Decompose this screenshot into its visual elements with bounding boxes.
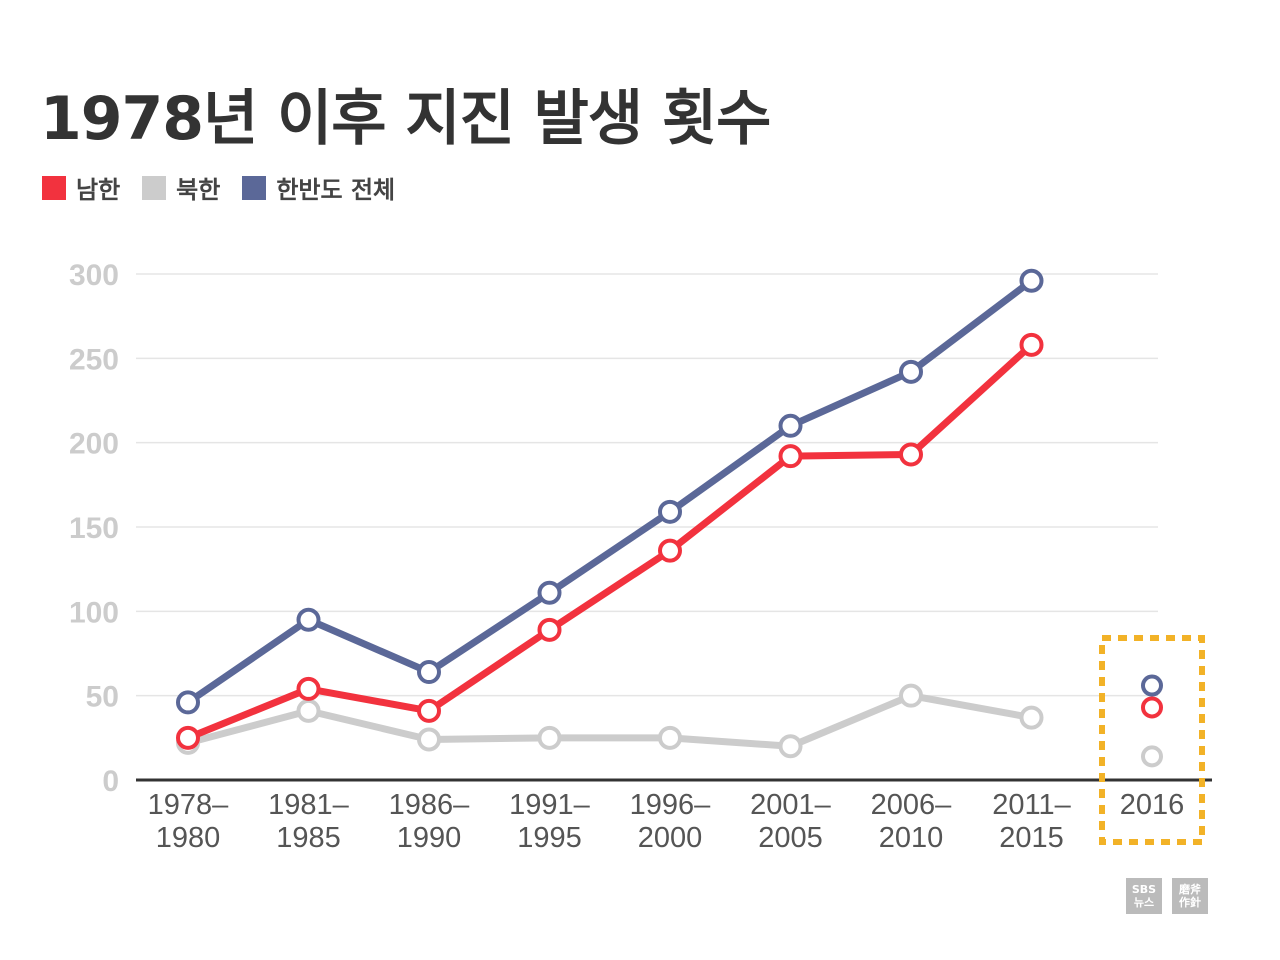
series-line-0 (184, 341, 1035, 742)
point-series-2-7 (1019, 268, 1044, 293)
x-tick-label-7: 2011– 2015 (992, 789, 1071, 854)
x-tick-label-0: 1978– 1980 (148, 789, 230, 854)
point-series-2-0 (176, 690, 200, 715)
highlight-marker-2 (1141, 745, 1163, 768)
point-series-1-3 (537, 725, 562, 750)
point-series-0-1 (296, 676, 321, 701)
x-tick-label-line: 1985 (276, 822, 341, 854)
point-series-0-0 (176, 725, 200, 750)
point-series-1-4 (658, 725, 682, 750)
x-tick-label-line: 2006– (871, 789, 953, 821)
x-tick-label-line: 1991– (509, 789, 591, 821)
x-tick-label-line: 2005 (758, 822, 823, 854)
point-series-0-7 (1019, 332, 1044, 357)
y-tick-label-0: 0 (102, 765, 119, 798)
point-series-0-5 (778, 444, 803, 469)
mabu-logo-line-2: 作針 (1179, 896, 1201, 909)
point-series-2-4 (658, 499, 682, 524)
legend-label-total: 한반도 전체 (276, 176, 396, 204)
sbs-logo-line-2: 뉴스 (1133, 896, 1155, 909)
point-series-0-2 (417, 698, 441, 723)
x-tick-label-3: 1991– 1995 (509, 789, 591, 854)
legend-swatch-north (142, 175, 167, 200)
sbs-news-logo: SBS 뉴스 (1126, 878, 1162, 914)
point-series-2-1 (296, 607, 321, 632)
mabu-logo: 磨斧 作針 (1172, 878, 1208, 914)
x-tick-label-line: 1990 (397, 822, 462, 854)
y-tick-label-50: 50 (86, 681, 119, 714)
x-tick-label-4: 1996– 2000 (630, 789, 712, 854)
series-line-2 (184, 277, 1035, 706)
point-series-0-3 (537, 617, 562, 642)
point-series-1-6 (899, 683, 923, 708)
x-tick-label-line: 2000 (638, 822, 703, 854)
y-tick-label-250: 250 (69, 343, 119, 376)
legend-label-south: 남한 (76, 176, 121, 204)
x-tick-label-line: 1986– (389, 789, 471, 821)
legend-item-south: 남한 (42, 170, 120, 205)
y-tick-label-300: 300 (69, 259, 119, 292)
legend: 남한 북한 한반도 전체 (42, 170, 417, 205)
point-series-0-4 (658, 538, 682, 563)
mabu-logo-line-1: 磨斧 (1179, 883, 1201, 896)
point-series-1-7 (1019, 705, 1044, 730)
x-tick-label-line: 2015 (999, 822, 1064, 854)
legend-item-north: 북한 (142, 170, 220, 205)
y-tick-label-150: 150 (69, 512, 119, 545)
x-tick-label-1: 1981– 1985 (268, 789, 350, 854)
point-series-0-6 (899, 442, 923, 467)
point-series-2-6 (899, 359, 923, 384)
point-series-1-2 (417, 727, 441, 752)
highlight-box-2016 (1099, 635, 1205, 845)
point-series-2-3 (537, 580, 562, 605)
point-series-1-5 (778, 734, 803, 759)
chart-title: 1978년 이후 지진 발생 횟수 (40, 84, 771, 154)
y-tick-label-200: 200 (69, 428, 119, 461)
x-tick-label-line: 1978– (148, 789, 230, 821)
x-tick-label-2: 1986– 1990 (389, 789, 471, 854)
x-tick-label-line: 1980 (156, 822, 221, 854)
legend-swatch-total (242, 175, 267, 200)
x-tick-label-line: 2010 (879, 822, 944, 854)
legend-label-north: 북한 (176, 176, 221, 204)
x-tick-label-line: 2001– (750, 789, 832, 821)
x-tick-label-line: 1995 (517, 822, 582, 854)
sbs-logo-line-1: SBS (1131, 883, 1157, 896)
y-tick-label-100: 100 (69, 596, 119, 629)
x-tick-label-line: 2016 (1120, 789, 1185, 821)
x-tick-label-line: 1981– (268, 789, 350, 821)
highlight-marker-1 (1141, 696, 1163, 719)
point-series-2-2 (417, 660, 441, 685)
legend-item-total: 한반도 전체 (242, 170, 395, 205)
x-tick-label-6: 2006– 2010 (871, 789, 953, 854)
x-tick-label-5: 2001– 2005 (750, 789, 832, 854)
x-tick-label-8: 2016 (1120, 789, 1185, 821)
x-tick-label-line: 1996– (630, 789, 712, 821)
point-series-2-5 (778, 413, 803, 438)
legend-swatch-south (42, 175, 66, 200)
series-line-1 (184, 692, 1035, 750)
highlight-marker-0 (1141, 674, 1163, 697)
x-tick-label-line: 2011– (992, 789, 1071, 821)
point-series-1-1 (296, 698, 321, 723)
